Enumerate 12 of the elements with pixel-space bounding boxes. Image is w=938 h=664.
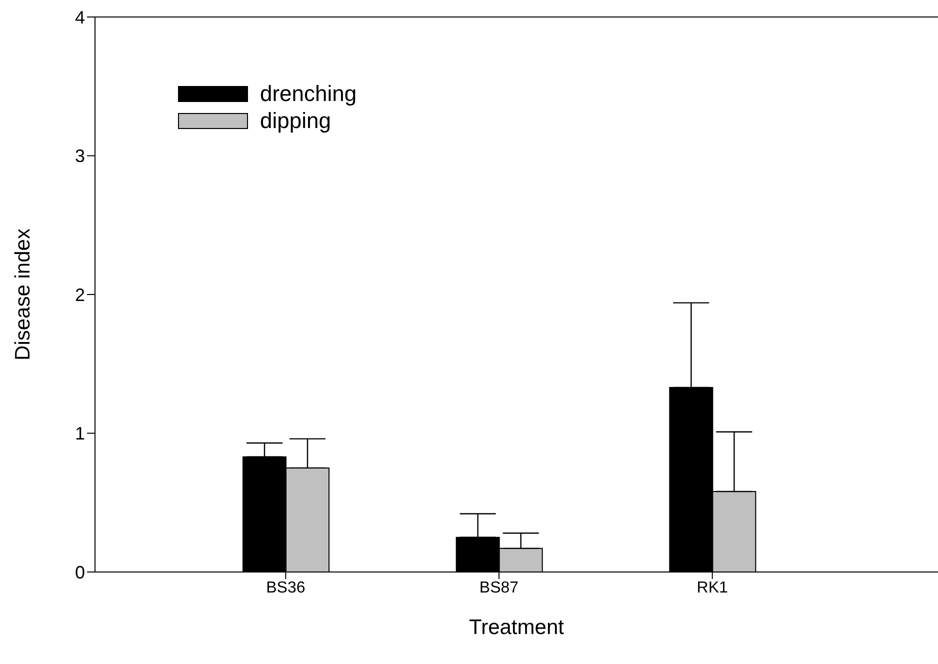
x-tick-label: BS36	[266, 579, 306, 596]
y-axis-title: Disease index	[11, 228, 34, 360]
x-tick-label: RK1	[696, 579, 728, 596]
y-tick-label: 3	[74, 146, 85, 166]
y-tick-label: 0	[74, 562, 85, 582]
legend-label: dipping	[260, 108, 331, 134]
y-tick-label: 4	[74, 7, 85, 28]
x-tick-label: BS87	[479, 579, 519, 596]
x-axis-title: Treatment	[469, 616, 564, 639]
y-tick-label: 2	[74, 284, 85, 305]
y-tick-label: 1	[74, 424, 85, 444]
legend-label: drenching	[260, 80, 357, 106]
